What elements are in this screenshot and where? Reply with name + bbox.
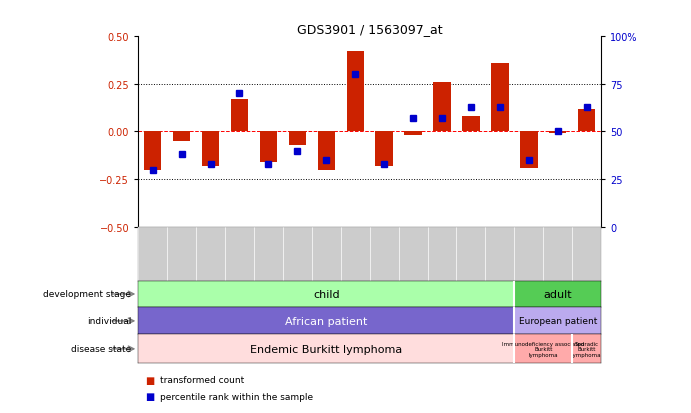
Bar xyxy=(578,109,596,132)
Text: adult: adult xyxy=(543,289,572,299)
Bar xyxy=(404,132,422,136)
Bar xyxy=(346,52,364,132)
Bar xyxy=(549,132,567,134)
Bar xyxy=(462,117,480,132)
Bar xyxy=(514,308,601,335)
Text: Sporadic
Burkitt
lymphoma: Sporadic Burkitt lymphoma xyxy=(572,341,601,357)
Bar xyxy=(520,132,538,168)
Text: ■: ■ xyxy=(145,392,154,401)
Text: transformed count: transformed count xyxy=(160,375,245,385)
Bar xyxy=(173,132,190,142)
Bar xyxy=(260,132,277,163)
Bar xyxy=(202,132,219,166)
Bar xyxy=(491,64,509,132)
Bar xyxy=(138,308,514,335)
Bar xyxy=(514,281,601,308)
Text: European patient: European patient xyxy=(518,317,597,325)
Text: disease state: disease state xyxy=(71,344,131,354)
Text: individual: individual xyxy=(87,317,131,325)
Text: development stage: development stage xyxy=(44,290,131,299)
Text: ■: ■ xyxy=(145,375,154,385)
Text: Endemic Burkitt lymphoma: Endemic Burkitt lymphoma xyxy=(250,344,402,354)
Text: percentile rank within the sample: percentile rank within the sample xyxy=(160,392,314,401)
Bar xyxy=(514,335,572,363)
Title: GDS3901 / 1563097_at: GDS3901 / 1563097_at xyxy=(297,23,442,36)
Bar xyxy=(433,83,451,132)
Text: African patient: African patient xyxy=(285,316,368,326)
Bar xyxy=(289,132,306,145)
Text: child: child xyxy=(313,289,339,299)
Bar xyxy=(138,335,514,363)
Bar xyxy=(572,335,601,363)
Bar xyxy=(231,100,248,132)
Bar xyxy=(144,132,161,170)
Text: Immunodeficiency associated
Burkitt
lymphoma: Immunodeficiency associated Burkitt lymp… xyxy=(502,341,585,357)
Bar xyxy=(138,281,514,308)
Bar xyxy=(318,132,335,170)
Bar xyxy=(375,132,392,166)
